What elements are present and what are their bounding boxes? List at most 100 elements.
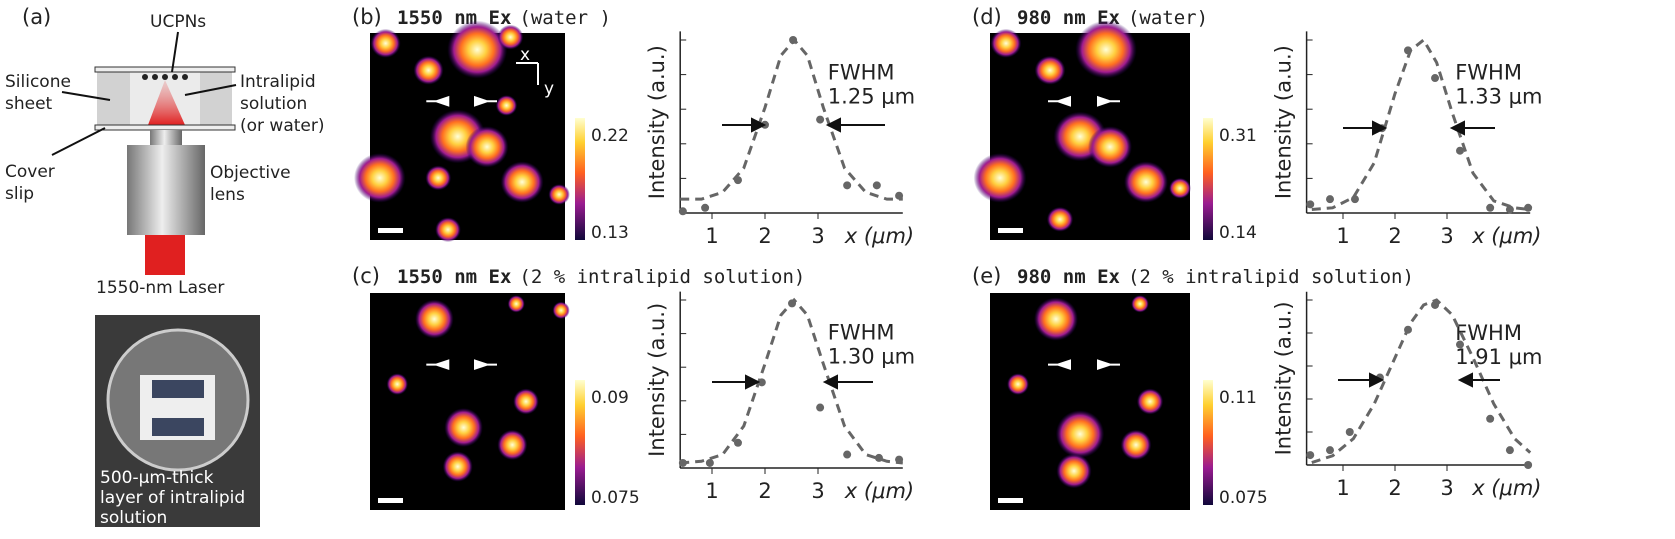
data-point <box>1505 446 1514 455</box>
colorbar-label: 0.09 <box>591 388 629 408</box>
data-point <box>678 207 687 216</box>
spot <box>415 299 454 339</box>
data-point <box>788 299 797 308</box>
fit-curve <box>1311 298 1532 464</box>
panel-title: 1550 nm Ex (water ) <box>397 7 611 29</box>
x-tick-label: 1 <box>705 479 718 503</box>
title-bold: 1550 nm Ex <box>397 7 511 29</box>
fwhm-arrow <box>825 117 885 133</box>
annotation: FWHM <box>1455 60 1522 84</box>
spot <box>973 153 1027 203</box>
colorbar-label: 0.11 <box>1219 388 1257 408</box>
colorbar-label: 0.075 <box>1219 488 1268 508</box>
colorbar <box>1203 118 1213 240</box>
spot <box>507 295 525 313</box>
label: Intralipid <box>240 72 316 92</box>
colorbar-label: 0.075 <box>591 488 640 508</box>
x-tick-label: 2 <box>1388 476 1401 500</box>
x-tick-label: 3 <box>811 479 824 503</box>
spot <box>1007 373 1029 395</box>
colorbar-label: 0.31 <box>1219 126 1257 146</box>
annotation: 1.30 μm <box>828 345 915 369</box>
data-point <box>1326 446 1334 455</box>
spot <box>1136 388 1164 415</box>
spot <box>1034 297 1078 341</box>
data-point <box>757 378 766 387</box>
x-tick-label: 2 <box>758 224 771 248</box>
label: lens <box>210 185 245 205</box>
data-point <box>1456 146 1464 155</box>
focus-cone <box>148 80 185 125</box>
x-axis-label: x (μm) <box>1471 476 1541 500</box>
data-point <box>1505 205 1514 214</box>
panel-label: (c) <box>352 264 380 288</box>
label: sheet <box>5 94 53 114</box>
title-rest: (water) <box>1128 7 1208 29</box>
annotation: 1.33 μm <box>1455 84 1542 108</box>
data-point <box>1431 300 1440 309</box>
particles <box>142 74 188 80</box>
data-point <box>816 403 825 412</box>
colorbar-label: 0.13 <box>591 223 629 243</box>
spot <box>1124 161 1168 203</box>
data-point <box>1456 340 1464 349</box>
label: (or water) <box>240 116 325 136</box>
marker-arrow <box>1097 95 1120 107</box>
annotation: FWHM <box>828 60 895 84</box>
axis-indicator-label: x <box>520 45 530 65</box>
spot <box>497 429 528 461</box>
x-tick-label: 3 <box>1440 224 1453 248</box>
caption: layer of intralipid <box>100 488 245 508</box>
window-2 <box>152 418 204 436</box>
data-point <box>701 203 710 212</box>
marker-arrow <box>426 95 450 107</box>
x-tick-label: 1 <box>1336 476 1349 500</box>
panel-label: (b) <box>352 5 382 29</box>
title-rest: (2 % intralipid solution) <box>519 266 805 288</box>
label: slip <box>5 184 34 204</box>
spot <box>1046 206 1074 232</box>
data-point <box>1404 46 1412 55</box>
data-point <box>733 438 742 447</box>
spot <box>1056 453 1092 489</box>
scale-bar <box>998 228 1023 233</box>
data-point <box>895 191 904 200</box>
data-point <box>843 181 852 190</box>
colorbar-label: 0.22 <box>591 126 629 146</box>
colorbar-label: 0.14 <box>1219 223 1257 243</box>
colorbar <box>575 118 585 240</box>
label: Silicone <box>5 72 71 92</box>
annotation: 1.25 μm <box>828 84 915 108</box>
spot <box>1120 429 1152 461</box>
data-point <box>895 455 904 464</box>
fwhm-arrow <box>1343 120 1388 136</box>
pointer-lines <box>51 31 237 156</box>
data-point <box>1404 325 1412 334</box>
data-point <box>678 458 687 467</box>
spot <box>495 95 518 116</box>
title-rest: (water ) <box>519 7 611 29</box>
spot <box>1131 295 1149 313</box>
data-point <box>816 115 825 124</box>
y-axis-label: Intensity (a.u.) <box>1272 45 1296 199</box>
spot <box>1169 177 1191 199</box>
data-point <box>1486 203 1495 212</box>
data-point <box>1524 203 1533 212</box>
objective-tip <box>150 130 182 145</box>
data-point <box>1345 428 1354 436</box>
panel-title: 980 nm Ex (2 % intralipid solution) <box>1017 266 1414 288</box>
axes-indicator <box>516 62 539 85</box>
marker-arrow <box>474 359 497 370</box>
data-point <box>1326 195 1334 204</box>
scale-bar <box>998 498 1023 503</box>
marker-arrow <box>1048 359 1071 370</box>
spot <box>444 408 483 448</box>
data-point <box>1306 451 1315 460</box>
scale-bar <box>378 498 403 503</box>
data-point <box>843 450 852 459</box>
spot <box>552 301 570 320</box>
marker-arrow <box>1048 95 1071 107</box>
data-point <box>1486 414 1495 423</box>
spot <box>1088 126 1132 168</box>
